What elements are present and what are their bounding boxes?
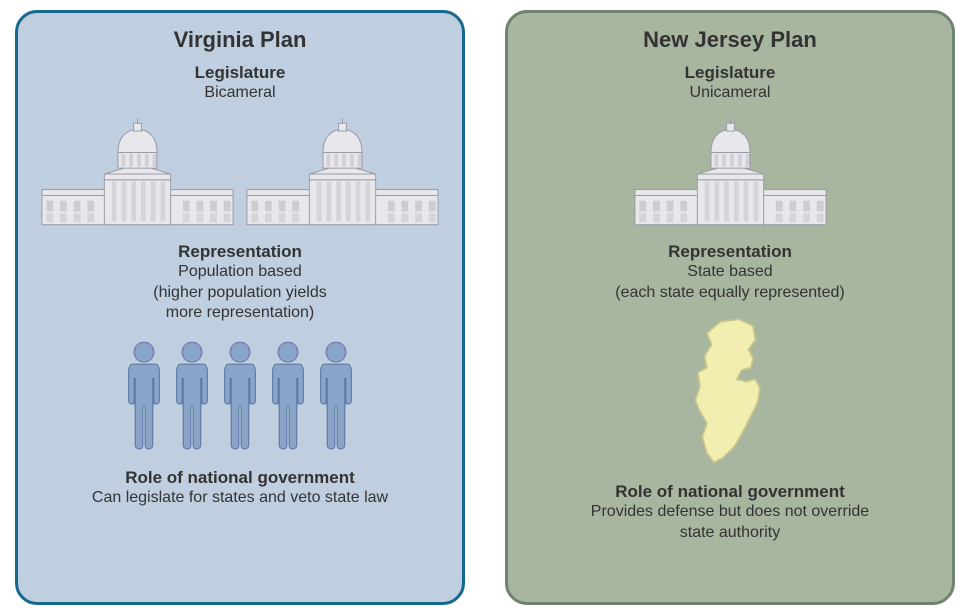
capitol-row bbox=[633, 118, 828, 228]
state-shape-wrap bbox=[670, 317, 790, 472]
representation-line2: (higher population yields bbox=[153, 283, 326, 304]
new-jersey-plan-card: New Jersey Plan Legislature Unicameral bbox=[505, 10, 955, 605]
person-icon bbox=[121, 340, 167, 450]
capitol-row bbox=[40, 118, 440, 228]
new-jersey-shape-icon bbox=[670, 317, 790, 467]
role-line1: Can legislate for states and veto state … bbox=[92, 488, 388, 509]
legislature-value: Unicameral bbox=[685, 83, 776, 104]
card-title: Virginia Plan bbox=[174, 27, 307, 53]
people-row bbox=[121, 340, 359, 450]
person-icon bbox=[169, 340, 215, 450]
role-heading: Role of national government bbox=[591, 482, 869, 502]
card-title: New Jersey Plan bbox=[643, 27, 817, 53]
legislature-section: Legislature Unicameral bbox=[685, 63, 776, 104]
legislature-section: Legislature Bicameral bbox=[195, 63, 286, 104]
role-section: Role of national government Can legislat… bbox=[92, 468, 388, 509]
capitol-icon bbox=[245, 118, 440, 228]
capitol-icon bbox=[40, 118, 235, 228]
person-icon bbox=[313, 340, 359, 450]
representation-section: Representation State based (each state e… bbox=[615, 242, 844, 304]
role-heading: Role of national government bbox=[92, 468, 388, 488]
representation-line3: more representation) bbox=[153, 303, 326, 324]
legislature-heading: Legislature bbox=[685, 63, 776, 83]
person-icon bbox=[217, 340, 263, 450]
representation-line1: State based bbox=[615, 262, 844, 283]
role-section: Role of national government Provides def… bbox=[591, 482, 869, 544]
representation-section: Representation Population based (higher … bbox=[153, 242, 326, 324]
capitol-icon bbox=[633, 118, 828, 228]
role-line2: state authority bbox=[591, 523, 869, 544]
legislature-value: Bicameral bbox=[195, 83, 286, 104]
representation-heading: Representation bbox=[153, 242, 326, 262]
legislature-heading: Legislature bbox=[195, 63, 286, 83]
representation-line1: Population based bbox=[153, 262, 326, 283]
person-icon bbox=[265, 340, 311, 450]
virginia-plan-card: Virginia Plan Legislature Bicameral bbox=[15, 10, 465, 605]
representation-line2: (each state equally represented) bbox=[615, 283, 844, 304]
representation-heading: Representation bbox=[615, 242, 844, 262]
role-line1: Provides defense but does not override bbox=[591, 502, 869, 523]
